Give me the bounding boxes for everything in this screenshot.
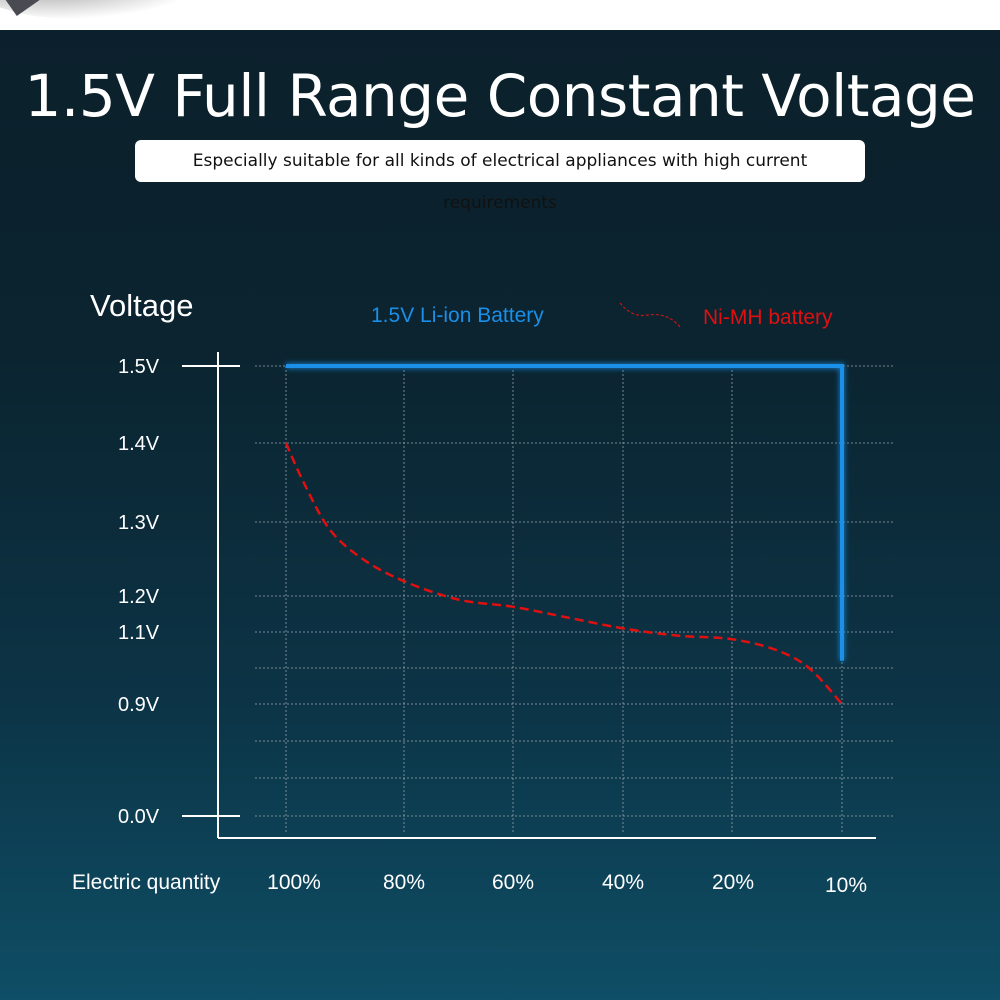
x-tick-label: 10% (825, 874, 867, 897)
x-tick-label: 40% (602, 871, 644, 894)
x-axis-label: Electric quantity (72, 871, 221, 894)
y-tick-label: 1.4V (118, 433, 160, 455)
legend-nimh-label: Ni-MH battery (703, 306, 833, 329)
y-tick-label: 0.9V (118, 694, 160, 716)
y-tick-label: 1.5V (118, 356, 160, 378)
series-nimh-line (284, 442, 843, 705)
top-product-strip (0, 0, 1000, 30)
page-title: 1.5V Full Range Constant Voltage (24, 62, 976, 130)
y-tick-label: 0.0V (118, 806, 160, 828)
y-axis-label: Voltage (90, 288, 193, 323)
legend-nimh-swatch (619, 302, 682, 329)
x-tick-label: 80% (383, 871, 425, 894)
x-tick-label: 100% (267, 871, 321, 894)
y-tick-label: 1.1V (118, 622, 160, 644)
axes (182, 352, 876, 839)
x-tick-label: 60% (492, 871, 534, 894)
product-shadow (0, 0, 200, 20)
x-tick-label: 20% (712, 871, 754, 894)
legend: 1.5V Li-ion Battery Ni-MH battery (288, 302, 833, 329)
subtitle-banner: Especially suitable for all kinds of ele… (135, 140, 865, 213)
grid (255, 365, 895, 832)
y-tick-label: 1.3V (118, 512, 160, 534)
series-liion-line (286, 364, 844, 661)
y-tick-label: 1.2V (118, 586, 160, 608)
legend-liion-label: 1.5V Li-ion Battery (371, 304, 544, 327)
